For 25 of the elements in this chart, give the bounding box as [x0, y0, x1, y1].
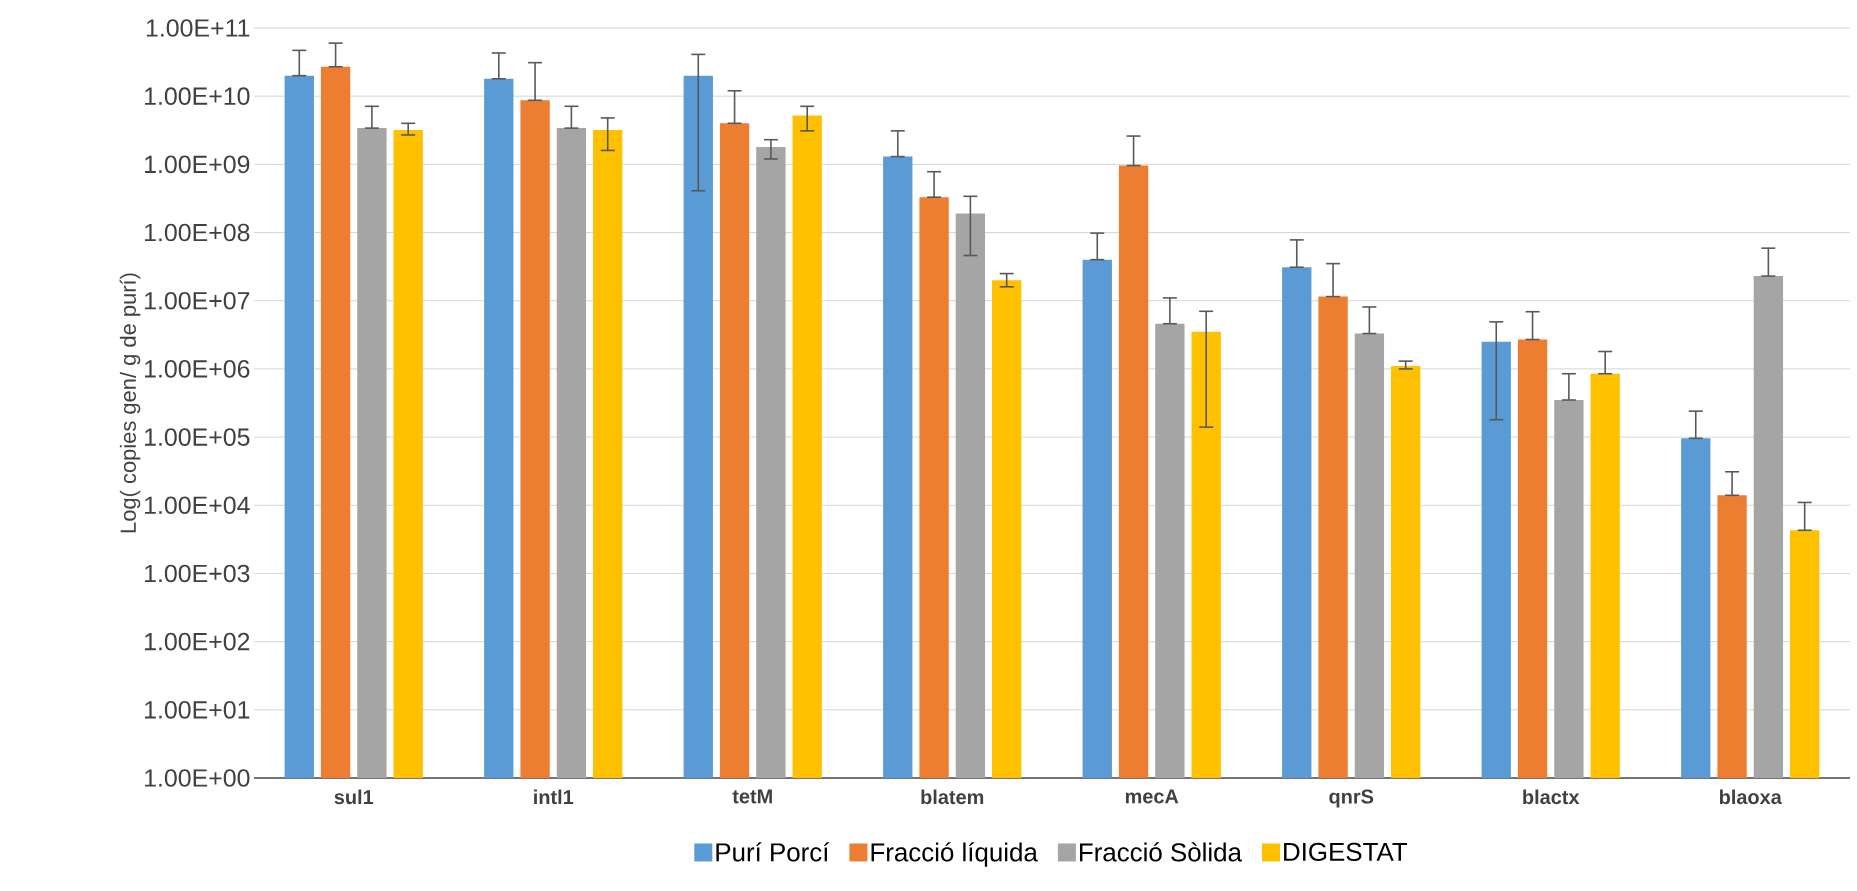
x-tick-label: qnrS	[1329, 789, 1374, 808]
y-tick-label: 1.00E+10	[145, 87, 250, 105]
y-tick-label: 1.00E+06	[145, 360, 250, 378]
legend-label: DIGESTAT	[1284, 842, 1408, 862]
y-axis-title: Log( copies gen/ g de purí)	[119, 273, 141, 533]
y-tick-label: 1.00E+09	[145, 155, 250, 174]
y-tick-label: 1.00E+07	[145, 291, 250, 310]
y-tick-label: 1.00E+01	[145, 701, 250, 719]
x-tick-label: blactx	[1523, 789, 1580, 805]
legend-label: Fracció Sòlida	[1079, 842, 1242, 862]
y-tick-label: 1.00E+02	[145, 632, 250, 651]
x-tick-label: blatem	[921, 789, 984, 805]
y-tick-label: 1.00E+03	[145, 564, 250, 583]
x-tick-label: blaoxa	[1719, 789, 1782, 805]
legend-label: Fracció líquida	[871, 842, 1038, 867]
y-tick-label: 1.00E+08	[145, 223, 250, 242]
x-tick-label: intl1	[534, 789, 574, 805]
legend-label: Purí Porcí	[716, 842, 830, 862]
y-tick-label: 1.00E+11	[146, 19, 250, 37]
x-tick-label: sul1	[334, 789, 374, 805]
y-tick-label: 1.00E+05	[145, 428, 250, 446]
y-tick-label: 1.00E+04	[145, 496, 250, 515]
y-tick-label: 1.00E+00	[145, 769, 250, 787]
x-tick-label: tetM	[732, 789, 772, 804]
x-tick-label: mecA	[1125, 789, 1179, 804]
